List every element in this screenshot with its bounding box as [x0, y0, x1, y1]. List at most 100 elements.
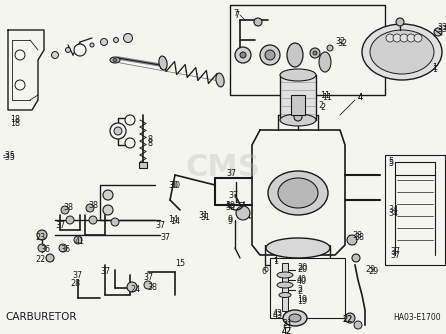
- Text: 7: 7: [233, 8, 238, 17]
- Text: 33: 33: [437, 25, 446, 34]
- Circle shape: [59, 244, 67, 252]
- Text: 19: 19: [297, 296, 307, 305]
- Text: 5: 5: [388, 159, 393, 167]
- Text: 32: 32: [337, 38, 347, 47]
- Circle shape: [89, 216, 97, 224]
- Circle shape: [86, 204, 94, 212]
- Text: 39: 39: [225, 203, 235, 212]
- Circle shape: [240, 52, 246, 58]
- Ellipse shape: [277, 282, 293, 288]
- Bar: [385, 155, 445, 265]
- Circle shape: [310, 48, 320, 58]
- Text: 1: 1: [432, 63, 437, 72]
- Text: 19: 19: [297, 298, 307, 307]
- Circle shape: [125, 115, 135, 125]
- Text: 37: 37: [143, 274, 153, 283]
- Circle shape: [127, 282, 137, 292]
- Ellipse shape: [289, 314, 301, 322]
- Text: 40: 40: [297, 276, 307, 285]
- Text: 38: 38: [354, 232, 364, 241]
- Text: 37: 37: [160, 232, 170, 241]
- Circle shape: [103, 190, 113, 200]
- Text: 18: 18: [10, 116, 20, 125]
- Text: 1: 1: [273, 256, 278, 265]
- Text: 20: 20: [297, 264, 307, 273]
- Text: 24: 24: [130, 285, 140, 294]
- Text: 22: 22: [35, 256, 45, 265]
- Circle shape: [37, 230, 47, 240]
- Text: 28: 28: [70, 279, 80, 288]
- Ellipse shape: [279, 293, 291, 298]
- Text: 41: 41: [75, 237, 85, 246]
- Text: 37: 37: [228, 190, 238, 199]
- Ellipse shape: [110, 57, 120, 63]
- Circle shape: [103, 205, 113, 215]
- Text: 6: 6: [262, 268, 267, 277]
- Text: 2: 2: [297, 288, 302, 297]
- Text: 1: 1: [273, 258, 278, 267]
- Text: CMS: CMS: [186, 153, 260, 181]
- Text: 4: 4: [358, 94, 363, 103]
- Text: 42: 42: [282, 328, 292, 334]
- Circle shape: [74, 44, 86, 56]
- Bar: [230, 5, 385, 95]
- Circle shape: [345, 313, 355, 323]
- Text: 36: 36: [40, 245, 50, 255]
- Circle shape: [74, 236, 82, 244]
- Text: 36: 36: [60, 245, 70, 255]
- Text: 8: 8: [147, 136, 152, 145]
- Text: 4: 4: [358, 93, 363, 102]
- Circle shape: [76, 44, 84, 52]
- Text: 37: 37: [100, 268, 110, 277]
- Bar: [291, 95, 305, 115]
- Bar: [139, 162, 147, 168]
- Text: 14: 14: [170, 217, 180, 226]
- Text: 9: 9: [228, 215, 233, 224]
- Circle shape: [235, 47, 251, 63]
- Circle shape: [144, 281, 152, 289]
- Circle shape: [124, 33, 132, 42]
- Ellipse shape: [277, 272, 293, 278]
- Circle shape: [265, 50, 275, 60]
- Circle shape: [294, 113, 302, 121]
- Ellipse shape: [362, 24, 442, 80]
- Circle shape: [400, 34, 408, 42]
- Text: 22: 22: [342, 316, 352, 325]
- Text: 37: 37: [226, 168, 236, 177]
- Text: 9: 9: [228, 217, 233, 226]
- Text: 23: 23: [35, 232, 45, 241]
- Circle shape: [114, 127, 122, 135]
- Circle shape: [434, 28, 442, 36]
- Circle shape: [100, 38, 107, 45]
- Text: 37: 37: [390, 250, 400, 260]
- Ellipse shape: [216, 73, 224, 87]
- Circle shape: [61, 206, 69, 214]
- Text: 29: 29: [368, 268, 378, 277]
- Text: 32: 32: [335, 37, 345, 46]
- Circle shape: [15, 50, 25, 60]
- Ellipse shape: [280, 69, 316, 81]
- Text: CARBURETOR: CARBURETOR: [5, 312, 77, 322]
- Circle shape: [347, 235, 357, 245]
- Circle shape: [386, 34, 394, 42]
- Text: 38: 38: [88, 200, 98, 209]
- Text: 30: 30: [170, 180, 180, 189]
- Circle shape: [51, 51, 58, 58]
- Text: 21: 21: [282, 321, 292, 330]
- Text: -35: -35: [3, 154, 16, 163]
- Circle shape: [236, 206, 250, 220]
- Circle shape: [254, 18, 262, 26]
- Text: 31: 31: [198, 210, 208, 219]
- Text: 8: 8: [147, 139, 152, 148]
- Text: 21: 21: [282, 319, 292, 328]
- Bar: [270, 258, 345, 318]
- Text: 30: 30: [168, 180, 178, 189]
- Ellipse shape: [283, 310, 307, 326]
- Text: 1: 1: [432, 65, 437, 74]
- Ellipse shape: [287, 43, 303, 67]
- Text: 2: 2: [318, 101, 323, 110]
- Text: 6: 6: [263, 266, 268, 275]
- Text: 29: 29: [365, 266, 375, 275]
- Circle shape: [393, 34, 401, 42]
- Bar: [280, 75, 316, 120]
